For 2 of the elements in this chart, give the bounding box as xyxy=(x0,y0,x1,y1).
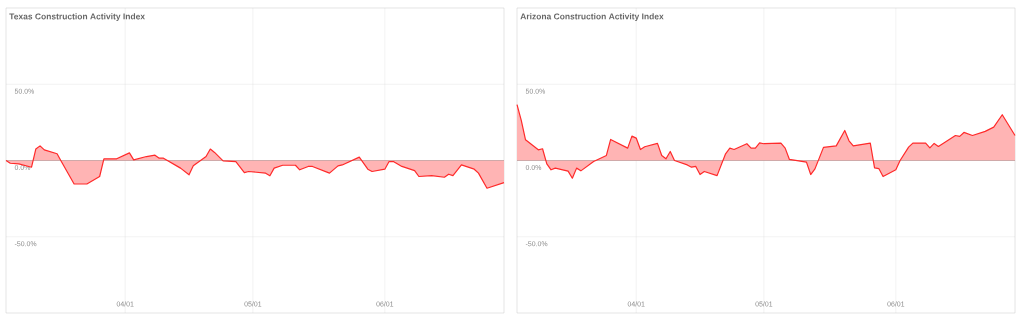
text: Texas Construction Activity Index xyxy=(9,13,145,22)
text: Arizona Construction Activity Index xyxy=(520,13,664,22)
